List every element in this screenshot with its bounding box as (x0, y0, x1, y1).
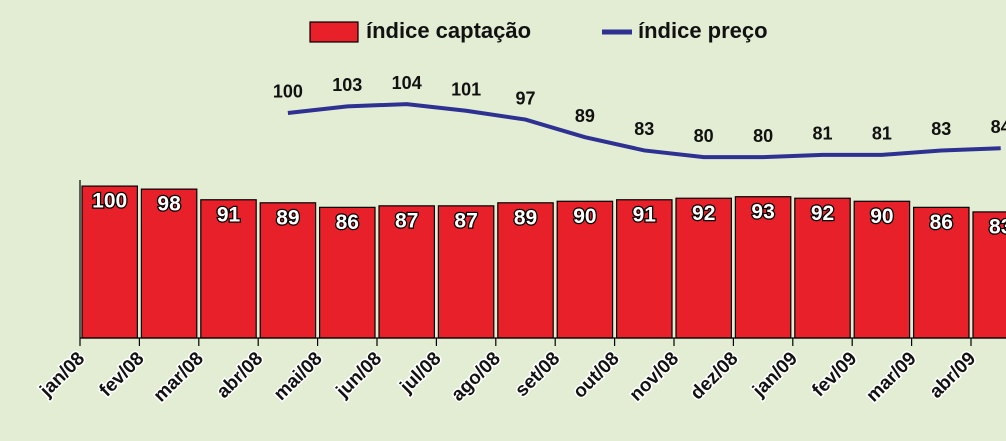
x-tick-label: abr/08 (213, 348, 267, 402)
bar-value-label: 89 (276, 206, 299, 229)
line-value-label: 81 (812, 124, 832, 144)
line (287, 102, 1001, 160)
bar-value-label: 91 (633, 203, 657, 226)
bar (675, 197, 733, 339)
line-value-label: 80 (753, 126, 773, 146)
bar (200, 199, 257, 339)
bar-value-label: 98 (157, 193, 181, 216)
legend-label: índice captação (366, 18, 531, 43)
x-tick-label: nov/08 (626, 348, 683, 405)
x-tick-label: abr/09 (926, 348, 980, 402)
x-tick-label: jun/08 (332, 348, 386, 402)
bar-value-label: 86 (336, 211, 359, 234)
x-tick-label: mar/08 (150, 348, 208, 406)
bar-value-label: 83 (989, 215, 1006, 238)
bar-value-label: 87 (395, 209, 418, 232)
bar-value-label: 86 (930, 211, 953, 234)
line-value-label: 103 (332, 75, 362, 95)
legend-label: índice preço (638, 18, 768, 43)
bar (140, 188, 198, 339)
bar-value-label: 90 (870, 205, 893, 228)
bar-value-label: 92 (692, 202, 715, 225)
bar (853, 200, 911, 339)
bar (81, 185, 139, 339)
bar-value-label: 87 (454, 209, 477, 232)
line-value-label: 83 (634, 119, 654, 139)
bar-value-label: 92 (811, 202, 834, 225)
line-value-label: 83 (931, 119, 951, 139)
x-tick-label: ago/08 (447, 348, 504, 405)
x-tick-label: jan/09 (748, 348, 802, 402)
x-tick-label: mai/08 (270, 348, 327, 405)
line-value-label: 80 (694, 126, 714, 146)
x-tick-label: mar/09 (863, 348, 921, 406)
bar (259, 202, 317, 339)
x-tick-label: jul/08 (396, 348, 446, 398)
bar (497, 202, 554, 339)
x-tick-label: fev/08 (96, 348, 149, 401)
x-tick-label: out/08 (569, 348, 623, 402)
bar-value-label: 89 (514, 206, 537, 229)
bar-value-label: 90 (573, 205, 596, 228)
x-tick-label: set/08 (511, 348, 564, 401)
line-value-label: 81 (872, 124, 892, 144)
line-value-label: 97 (515, 88, 535, 108)
bar (734, 196, 792, 339)
bar (378, 205, 436, 339)
x-tick-label: dez/08 (687, 348, 743, 404)
bar-value-label: 91 (217, 203, 241, 226)
x-tick-label: fev/09 (808, 348, 861, 401)
bar-value-label: 100 (92, 190, 127, 213)
x-tick-label: jan/08 (35, 348, 89, 402)
bar (912, 206, 970, 339)
line-value-label: 104 (392, 73, 422, 93)
line-value-label: 84 (991, 117, 1006, 137)
bar (615, 199, 673, 339)
bar (972, 211, 1006, 339)
bar-value-label: 93 (751, 200, 774, 223)
legend-swatch (309, 21, 359, 43)
line-value-label: 100 (273, 82, 303, 102)
line-value-label: 89 (575, 106, 595, 126)
line-value-label: 101 (451, 79, 481, 99)
